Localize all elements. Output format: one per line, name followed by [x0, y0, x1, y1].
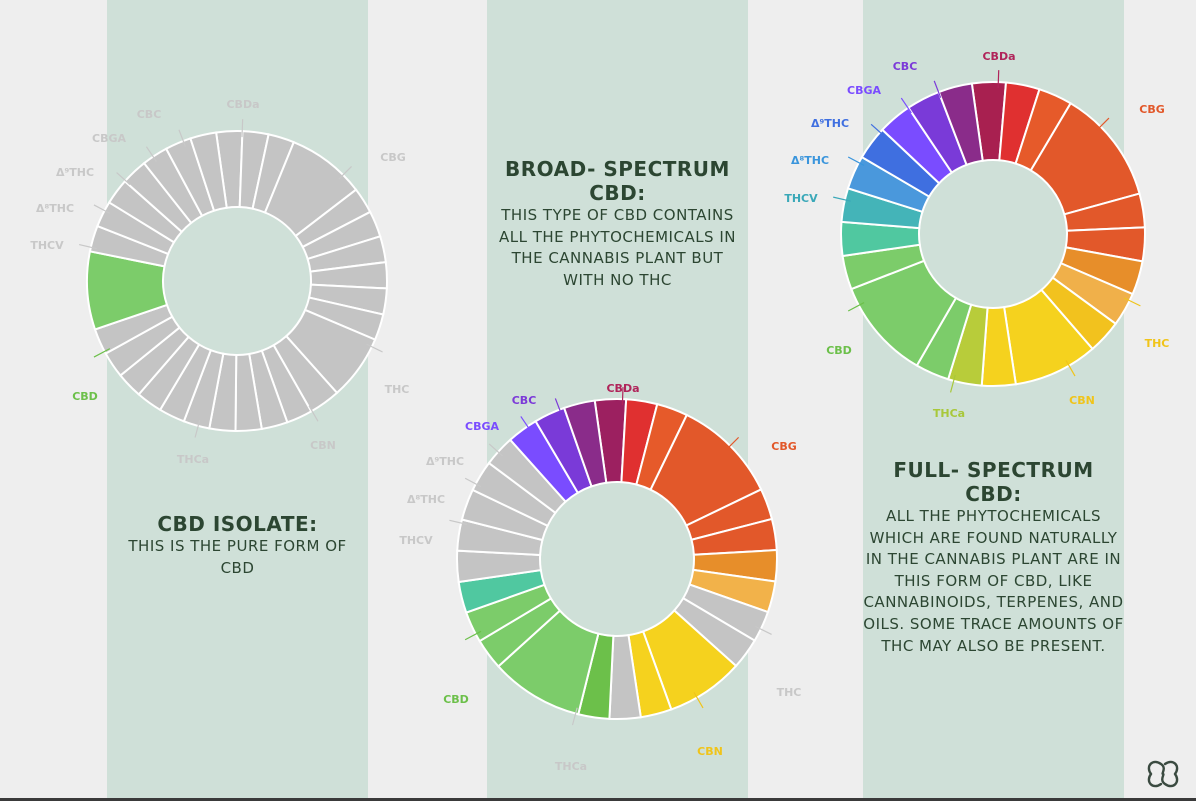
donut-3-leader-cbga [900, 97, 912, 114]
donut-1-label-thc: THC [385, 383, 410, 396]
donut-2-leader-d8thc [464, 477, 482, 488]
donut-1-label-d9thc: Δ⁹THC [56, 166, 94, 179]
donut-2-label-cbda: CBDa [606, 382, 639, 395]
donut-3-leader-thcv [833, 196, 851, 202]
donut-3-leader-cbd [847, 302, 865, 312]
donut-1-label-cbg: CBG [380, 151, 406, 164]
donut-1-leader-d8thc [93, 204, 111, 214]
panel-full-title: FULL- SPECTRUM CBD: [893, 458, 1094, 506]
donut-3-label-cbda: CBDa [982, 50, 1015, 63]
donut-2-leader-thc [755, 625, 772, 635]
panel-full-text: FULL- SPECTRUM CBD: ALL THE PHYTOCHEMICA… [863, 458, 1124, 657]
donut-2-leader-cbc [554, 398, 563, 416]
donut-2-label-d9thc: Δ⁹THC [426, 455, 464, 468]
donut-1-leader-thca [194, 419, 201, 438]
donut-1-label-cbda: CBDa [226, 98, 259, 111]
panel-isolate-text: CBD ISOLATE: THIS IS THE PURE FORM OF CB… [112, 512, 363, 579]
donut-3-label-cbga: CBGA [847, 84, 881, 97]
donut-3-leader-cbg [1095, 117, 1110, 132]
donut-3-label-cbc: CBC [893, 60, 918, 73]
donut-3-leader-cbda [997, 70, 1000, 89]
donut-2-segment [562, 399, 608, 488]
donut-2-leader-cbd [464, 630, 482, 641]
donut-2-leader-cbda [621, 387, 624, 406]
donut-1-segment [189, 131, 228, 212]
panel-full-description: ALL THE PHYTOCHEMICALS WHICH ARE FOUND N… [863, 507, 1124, 655]
donut-1-leader-d9thc [116, 172, 131, 186]
donut-3-label-cbg: CBG [1139, 103, 1165, 116]
donut-3-leader-d8thc [847, 156, 865, 166]
donut-1-leader-cbd [93, 348, 111, 358]
donut-1-label-cbn: CBN [310, 439, 336, 452]
donut-1-leader-cbga [145, 146, 157, 162]
donut-2-leader-d9thc [488, 443, 503, 457]
donut-3-label-thcv: THCV [784, 192, 818, 205]
bottom-border [0, 798, 1196, 801]
donut-2-leader-thcv [449, 519, 468, 525]
panel-isolate-description: THIS IS THE PURE FORM OF CBD [128, 537, 347, 577]
brand-logo-icon [1143, 756, 1183, 792]
donut-1-leader-thcv [79, 243, 97, 250]
donut-2-leader-cbga [520, 416, 532, 432]
donut-2-leader-cbn [693, 692, 704, 709]
donut-3-label-cbn: CBN [1069, 394, 1095, 407]
donut-2-label-d8thc: Δ⁸THC [407, 493, 445, 506]
donut-2-label-cbd: CBD [443, 693, 469, 706]
donut-3-leader-d9thc [870, 123, 885, 137]
donut-3-label-cbd: CBD [826, 344, 852, 357]
panel-isolate-title: CBD ISOLATE: [157, 512, 318, 536]
donut-2-leader-thca [571, 707, 578, 726]
donut-2-label-thca: THCa [555, 760, 587, 773]
donut-3-leader-cbc [933, 80, 942, 98]
donut-1-label-d8thc: Δ⁸THC [36, 202, 74, 215]
donut-1-leader-cbda [241, 119, 244, 138]
donut-3-label-d8thc: Δ⁸THC [791, 154, 829, 167]
donut-1-leader-cbg [338, 166, 352, 180]
donut-2-label-cbn: CBN [697, 745, 723, 758]
panel-broad-description: THIS TYPE OF CBD CONTAINS ALL THE PHYTOC… [498, 206, 736, 289]
donut-1-leader-thc [366, 343, 383, 353]
donut-1-label-thca: THCa [177, 453, 209, 466]
donut-1-leader-cbn [308, 405, 319, 422]
donut-3-leader-thca [949, 374, 956, 393]
donut-2-label-cbc: CBC [512, 394, 537, 407]
donut-2-label-cbga: CBGA [465, 420, 499, 433]
donut-1-label-cbga: CBGA [92, 132, 126, 145]
donut-1-label-cbd: CBD [72, 390, 98, 403]
donut-2-label-cbg: CBG [771, 440, 797, 453]
donut-1-label-cbc: CBC [137, 108, 162, 121]
donut-1-leader-cbc [178, 129, 186, 147]
donut-2-leader-cbg [725, 436, 740, 451]
donut-3-segment [937, 82, 984, 167]
panel-broad-title: BROAD- SPECTRUM CBD: [505, 157, 730, 205]
donut-3-label-d9thc: Δ⁹THC [811, 117, 849, 130]
donut-2-label-thc: THC [777, 686, 802, 699]
donut-1-label-thcv: THCV [30, 239, 64, 252]
donut-3-leader-thc [1123, 297, 1141, 307]
panel-broad-text: BROAD- SPECTRUM CBD: THIS TYPE OF CBD CO… [492, 157, 743, 291]
donut-2-label-thcv: THCV [399, 534, 433, 547]
donut-3-leader-cbn [1065, 360, 1076, 377]
donut-3-label-thc: THC [1145, 337, 1170, 350]
donut-3-label-thca: THCa [933, 407, 965, 420]
